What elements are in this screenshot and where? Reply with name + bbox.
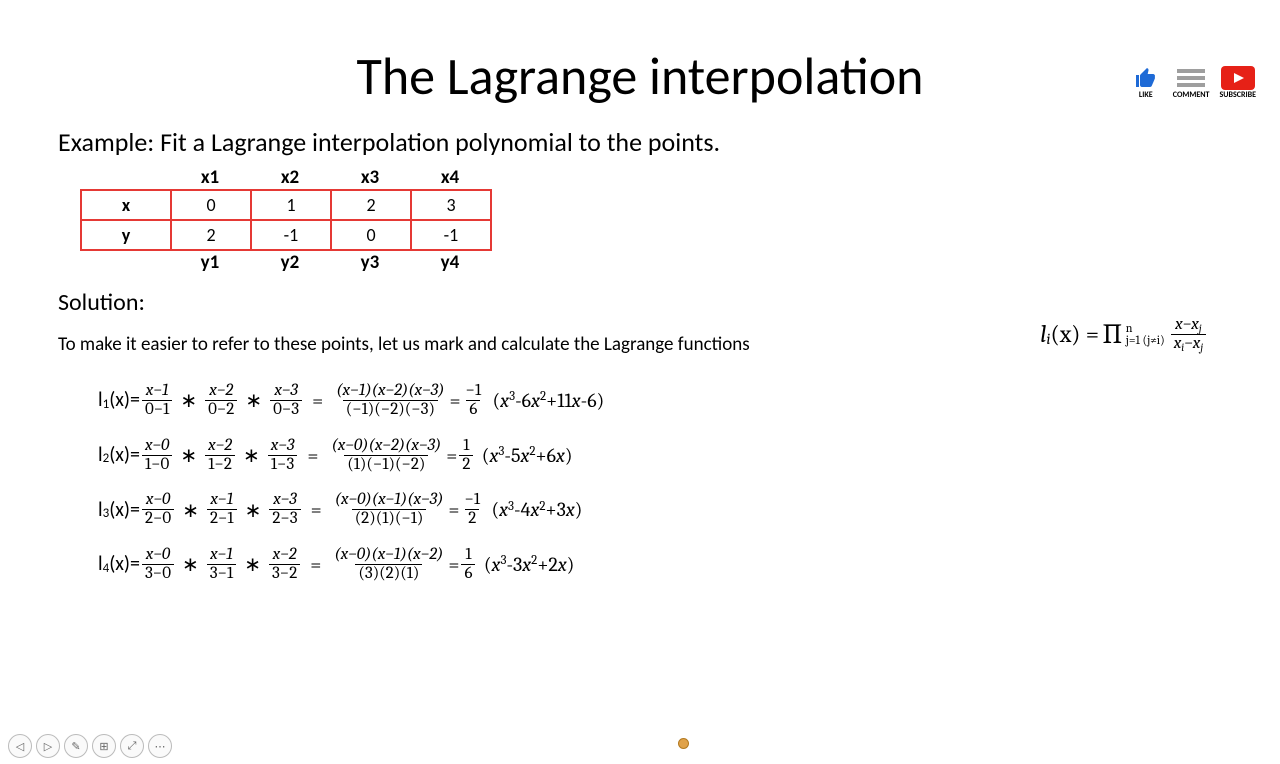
prev-slide-button[interactable]: ◁ xyxy=(8,734,32,758)
equation-block: l1(x)=x−10−1∗x−20−2∗x−30−3=(x−1)(x−2)(x−… xyxy=(98,382,1222,583)
col-label-x1: x1 xyxy=(170,166,250,189)
equation-l3: l3(x)=x−02−0∗x−12−1∗x−32−3=(x−0)(x−1)(x−… xyxy=(98,491,1222,528)
equation-l2: l2(x)=x−01−0∗x−21−2∗x−31−3=(x−0)(x−2)(x−… xyxy=(98,437,1222,474)
table-row: x 0 1 2 3 xyxy=(81,190,491,220)
cell: 0 xyxy=(171,190,251,220)
table-bottom-labels: y1 y2 y3 y4 xyxy=(80,251,1222,274)
like-label: LIKE xyxy=(1139,90,1153,100)
col-label-x3: x3 xyxy=(330,166,410,189)
table-row: y 2 -1 0 -1 xyxy=(81,220,491,250)
comment-label: COMMENT xyxy=(1173,90,1210,100)
comment-icon xyxy=(1174,66,1208,90)
content-area: Example: Fit a Lagrange interpolation po… xyxy=(0,126,1280,583)
table-top-labels: x1 x2 x3 x4 xyxy=(80,166,1222,189)
solution-heading: Solution: xyxy=(58,288,1222,317)
col-label-x4: x4 xyxy=(410,166,490,189)
laser-pointer-icon xyxy=(678,738,689,749)
col-label-y3: y3 xyxy=(330,251,410,274)
next-slide-button[interactable]: ▷ xyxy=(36,734,60,758)
like-button[interactable]: LIKE xyxy=(1129,66,1163,100)
presentation-toolbar: ◁ ▷ ✎ ⊞ ⤢ ⋯ xyxy=(8,734,172,758)
zoom-button[interactable]: ⤢ xyxy=(120,734,144,758)
row-header-y: y xyxy=(81,220,171,250)
lagrange-basis-formula: li(x) = ∏ n j=1 (j≠i) x−xj xi−xj xyxy=(1040,316,1208,353)
pen-tool-button[interactable]: ✎ xyxy=(64,734,88,758)
col-label-y4: y4 xyxy=(410,251,490,274)
data-table-wrap: x1 x2 x3 x4 x 0 1 2 3 y 2 -1 0 -1 y1 xyxy=(80,166,1222,274)
cell: -1 xyxy=(411,220,491,250)
data-table: x 0 1 2 3 y 2 -1 0 -1 xyxy=(80,189,492,251)
comment-button[interactable]: COMMENT xyxy=(1173,66,1210,100)
subscribe-button[interactable]: SUBSCRIBE xyxy=(1219,66,1256,100)
cell: -1 xyxy=(251,220,331,250)
cell: 0 xyxy=(331,220,411,250)
cell: 2 xyxy=(171,220,251,250)
engagement-bar: LIKE COMMENT SUBSCRIBE xyxy=(1129,66,1256,100)
col-label-y1: y1 xyxy=(170,251,250,274)
subscribe-label: SUBSCRIBE xyxy=(1219,90,1256,100)
more-options-button[interactable]: ⋯ xyxy=(148,734,172,758)
slide-view-button[interactable]: ⊞ xyxy=(92,734,116,758)
col-label-y2: y2 xyxy=(250,251,330,274)
cell: 3 xyxy=(411,190,491,220)
col-label-x2: x2 xyxy=(250,166,330,189)
youtube-icon xyxy=(1221,66,1255,90)
example-statement: Example: Fit a Lagrange interpolation po… xyxy=(58,126,1222,158)
equation-l4: l4(x)=x−03−0∗x−13−1∗x−23−2=(x−0)(x−1)(x−… xyxy=(98,546,1222,583)
equation-l1: l1(x)=x−10−1∗x−20−2∗x−30−3=(x−1)(x−2)(x−… xyxy=(98,382,1222,419)
cell: 2 xyxy=(331,190,411,220)
page-title: The Lagrange interpolation xyxy=(0,44,1280,108)
row-header-x: x xyxy=(81,190,171,220)
thumbs-up-icon xyxy=(1129,66,1163,90)
cell: 1 xyxy=(251,190,331,220)
